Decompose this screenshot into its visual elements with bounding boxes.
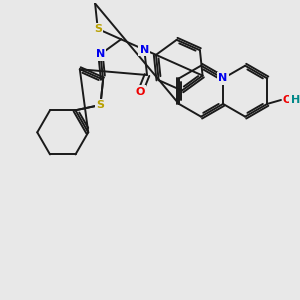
Text: N: N	[96, 49, 105, 59]
Text: O: O	[283, 95, 292, 105]
Text: S: S	[94, 24, 102, 34]
Text: S: S	[96, 100, 104, 110]
Text: H: H	[291, 95, 300, 105]
Text: N: N	[140, 45, 149, 55]
Text: O: O	[136, 87, 145, 97]
Text: N: N	[218, 74, 228, 83]
